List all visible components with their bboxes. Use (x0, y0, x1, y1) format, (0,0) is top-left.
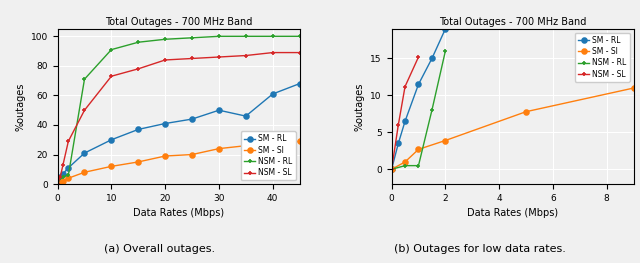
NSM - RL (296, 35, 303, 38)
SM - SI (65, 177, 72, 180)
NSM - RL (108, 48, 115, 51)
NSM - RL (269, 35, 276, 38)
NSM - SL (65, 140, 72, 143)
SM - RL (161, 122, 169, 125)
SM - RL (188, 118, 196, 121)
SM - RL (415, 83, 422, 86)
NSM - RL (161, 38, 169, 41)
NSM - RL (442, 49, 449, 53)
SM - RL (81, 151, 88, 155)
NSM - SL (81, 109, 88, 112)
NSM - SL (401, 85, 409, 88)
SM - SI (401, 160, 409, 164)
SM - SI (81, 171, 88, 174)
SM - SI (108, 165, 115, 168)
SM - RL (428, 57, 436, 60)
X-axis label: Data Rates (Mbps): Data Rates (Mbps) (467, 208, 558, 218)
Line: SM - RL: SM - RL (55, 81, 302, 186)
SM - SI (522, 110, 530, 113)
NSM - RL (388, 168, 396, 171)
Line: NSM - SL: NSM - SL (55, 50, 302, 186)
NSM - RL (65, 174, 72, 177)
NSM - RL (56, 177, 64, 180)
Y-axis label: %outages: %outages (355, 82, 365, 131)
NSM - RL (428, 109, 436, 112)
NSM - RL (81, 78, 88, 81)
Line: SM - RL: SM - RL (389, 27, 448, 172)
SM - RL (242, 115, 250, 118)
NSM - SL (59, 163, 67, 166)
SM - SI (630, 87, 637, 90)
NSM - SL (394, 123, 402, 127)
Legend: SM - RL, SM - SI, NSM - RL, NSM - SL: SM - RL, SM - SI, NSM - RL, NSM - SL (241, 131, 296, 180)
Line: NSM - SL: NSM - SL (389, 55, 421, 172)
NSM - SL (388, 168, 396, 171)
NSM - RL (242, 35, 250, 38)
NSM - SL (188, 57, 196, 60)
SM - SI (188, 153, 196, 156)
NSM - SL (415, 55, 422, 59)
NSM - RL (401, 164, 409, 167)
SM - RL (134, 128, 142, 131)
SM - SI (242, 144, 250, 147)
NSM - RL (415, 164, 422, 167)
X-axis label: Data Rates (Mbps): Data Rates (Mbps) (133, 208, 224, 218)
NSM - RL (54, 183, 61, 186)
SM - RL (394, 142, 402, 145)
SM - SI (388, 168, 396, 171)
NSM - SL (296, 51, 303, 54)
Line: NSM - RL: NSM - RL (389, 49, 448, 172)
Line: SM - SI: SM - SI (389, 86, 636, 172)
Title: Total Outages - 700 MHz Band: Total Outages - 700 MHz Band (105, 17, 252, 27)
SM - SI (415, 148, 422, 151)
SM - SI (54, 183, 61, 186)
NSM - SL (242, 54, 250, 57)
NSM - RL (188, 36, 196, 39)
SM - RL (215, 109, 223, 112)
SM - RL (54, 183, 61, 186)
SM - SI (269, 144, 276, 147)
NSM - SL (56, 175, 64, 178)
NSM - SL (215, 55, 223, 59)
Title: Total Outages - 700 MHz Band: Total Outages - 700 MHz Band (439, 17, 586, 27)
NSM - SL (54, 183, 61, 186)
SM - RL (442, 27, 449, 31)
SM - RL (388, 168, 396, 171)
Y-axis label: %outages: %outages (15, 82, 25, 131)
SM - SI (56, 181, 64, 184)
SM - SI (161, 154, 169, 158)
NSM - RL (215, 35, 223, 38)
Line: NSM - RL: NSM - RL (55, 34, 302, 186)
SM - RL (59, 172, 67, 175)
SM - RL (108, 138, 115, 141)
Legend: SM - RL, SM - SI, NSM - RL, NSM - SL: SM - RL, SM - SI, NSM - RL, NSM - SL (575, 33, 630, 82)
NSM - RL (134, 41, 142, 44)
SM - RL (401, 120, 409, 123)
SM - SI (296, 140, 303, 143)
NSM - RL (59, 175, 67, 178)
NSM - SL (161, 58, 169, 62)
SM - SI (442, 139, 449, 142)
SM - SI (59, 180, 67, 183)
SM - RL (56, 175, 64, 178)
SM - RL (269, 92, 276, 95)
Text: (a) Overall outages.: (a) Overall outages. (104, 245, 216, 255)
Text: (b) Outages for low data rates.: (b) Outages for low data rates. (394, 245, 566, 255)
NSM - SL (134, 67, 142, 70)
NSM - SL (108, 75, 115, 78)
SM - RL (296, 82, 303, 85)
NSM - SL (269, 51, 276, 54)
SM - SI (215, 147, 223, 150)
Line: SM - SI: SM - SI (55, 139, 302, 186)
SM - SI (134, 160, 142, 164)
SM - RL (65, 166, 72, 169)
